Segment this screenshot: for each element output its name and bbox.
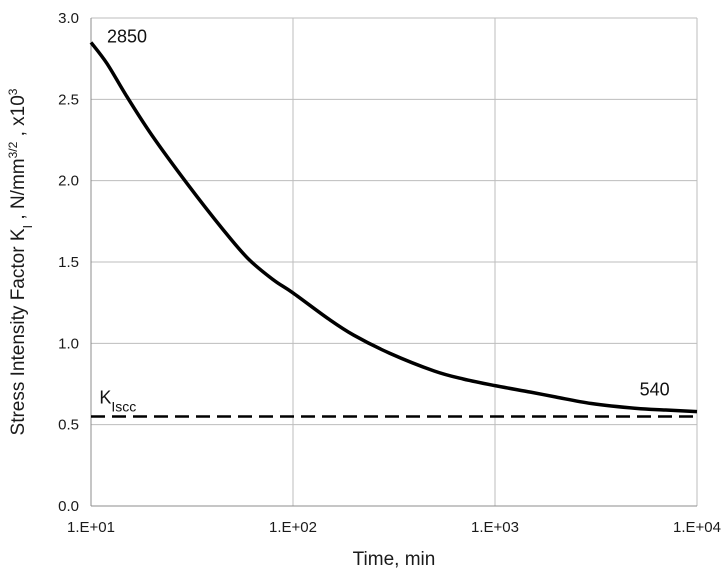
kiscc-label: KIscc (99, 388, 136, 415)
axes (90, 18, 697, 507)
x-tick-label: 1.E+02 (269, 519, 317, 536)
y-tick-label: 2.0 (58, 173, 79, 190)
y-axis-title-multiplier: , x10 (8, 95, 29, 141)
y-axis-title-main: Stress Intensity Factor K (8, 228, 29, 435)
y-tick-label: 0.5 (58, 417, 79, 434)
grid (91, 17, 698, 506)
x-tick-labels: 1.E+01 1.E+02 1.E+03 1.E+04 (67, 519, 721, 536)
y-tick-label: 3.0 (58, 10, 79, 27)
y-tick-label: 0.0 (58, 498, 79, 515)
y-axis-title-units-sup: 3/2 (6, 141, 20, 158)
y-tick-label: 1.5 (58, 254, 79, 271)
y-tick-label: 2.5 (58, 91, 79, 108)
value-label: 2850 (107, 26, 147, 46)
annotations: 2850 540 KIscc (99, 26, 669, 414)
y-axis-title-units: , N/mm (8, 158, 29, 225)
x-tick-label: 1.E+03 (471, 519, 519, 536)
x-tick-label: 1.E+01 (67, 519, 115, 536)
value-label: 540 (640, 379, 670, 399)
x-tick-label: 1.E+04 (673, 519, 721, 536)
y-tick-labels: 0.0 0.5 1.0 1.5 2.0 2.5 3.0 (58, 10, 79, 515)
y-tick-label: 1.0 (58, 335, 79, 352)
stress-intensity-curve (89, 41, 698, 414)
x-axis-title: Time, min (353, 549, 436, 570)
y-axis-title: Stress Intensity Factor KI , N/mm3/2 , x… (6, 88, 35, 435)
y-axis-title-multiplier-sup: 3 (6, 88, 20, 95)
series (89, 41, 698, 418)
y-axis-title-main-sub: I (20, 225, 35, 229)
